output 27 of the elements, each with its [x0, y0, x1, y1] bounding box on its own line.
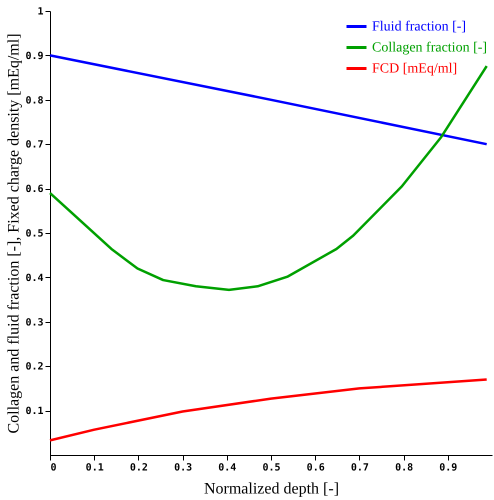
- x-tick-label: 0.4: [218, 462, 236, 474]
- x-axis-title: Normalized depth [-]: [204, 480, 340, 498]
- y-tick-label: 0.5: [25, 228, 44, 240]
- x-tick-label: 0.5: [262, 462, 281, 474]
- x-tick-label: 0.2: [130, 462, 148, 474]
- y-tick-label: 0.3: [25, 317, 44, 328]
- x-tick-label: 0.8: [395, 462, 414, 474]
- y-tick-label: 0.4: [25, 272, 44, 284]
- legend-label: Collagen fraction [-]: [372, 40, 488, 56]
- legend-label: Fluid fraction [-]: [372, 20, 466, 34]
- y-tick-label: 1: [37, 6, 44, 18]
- x-tick-label: 0.7: [350, 462, 369, 474]
- line-series: [48, 64, 488, 292]
- line-series: [48, 378, 488, 442]
- y-axis-title: Collagen and fluid fraction [-], Fixed charge density [mEq/ml]: [5, 33, 22, 434]
- legend-label: FCD [mEq/ml]: [372, 62, 458, 76]
- x-tick-label: 0.1: [86, 462, 104, 474]
- y-tick-label: 0.2: [25, 362, 44, 373]
- x-tick-label: 0.3: [174, 462, 192, 474]
- y-tick-label: 0.1: [25, 406, 44, 418]
- x-tick-label: 0.6: [306, 462, 325, 474]
- y-tick-label: 0.7: [25, 140, 44, 151]
- y-tick-label: 0.8: [25, 95, 44, 106]
- x-tick-label: 0: [50, 462, 57, 474]
- y-tick-label: 0.9: [25, 50, 44, 62]
- y-tick-label: 0.6: [25, 184, 44, 196]
- x-tick-label: 0.9: [439, 462, 458, 474]
